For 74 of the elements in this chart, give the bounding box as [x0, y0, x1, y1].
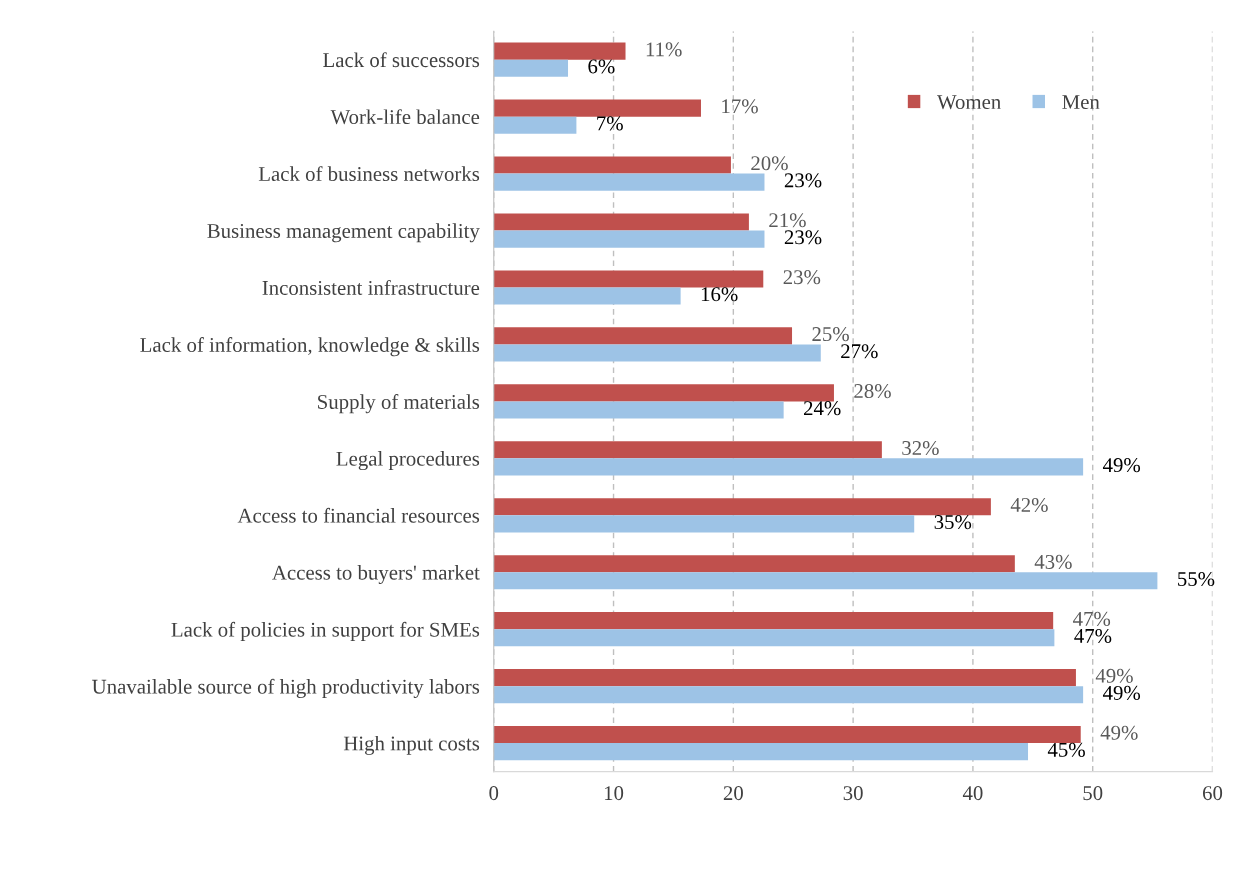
bar	[493, 344, 821, 362]
data-label: 28%	[854, 384, 891, 399]
y-tick-label: Inconsistent infrastructure	[262, 280, 480, 295]
x-tick-label: 0	[489, 786, 499, 801]
bar	[493, 327, 793, 345]
y-tick-label: Lack of policies in support for SMEs	[171, 621, 480, 641]
bar	[493, 173, 765, 191]
bar	[493, 384, 834, 402]
bar	[493, 572, 1158, 590]
data-label: 17%	[722, 99, 758, 114]
bar	[493, 686, 1084, 704]
x-tick-label: 10	[604, 786, 624, 801]
y-tick-label: Lack of business networks	[258, 166, 480, 182]
x-tick-label: 60	[1202, 786, 1223, 801]
data-label: 16%	[701, 287, 738, 302]
legend-label: Women	[937, 95, 1001, 110]
data-label: 7%	[597, 116, 623, 131]
y-tick-label: Unavailable source of high productivity labors	[92, 678, 480, 698]
data-label: 55%	[1178, 571, 1215, 587]
bar	[493, 99, 701, 117]
data-label: 49%	[1102, 458, 1141, 473]
y-tick-label: Lack of information, knowledge & skills	[140, 337, 480, 357]
x-tick-label: 50	[1083, 786, 1103, 801]
data-label: 23%	[784, 173, 822, 188]
data-label: 35%	[934, 515, 972, 530]
y-tick-label: Lack of successors	[323, 52, 480, 68]
y-tick-label: Work-life balance	[330, 109, 480, 125]
bar	[493, 230, 765, 248]
bar	[493, 726, 1081, 744]
bar	[493, 515, 915, 533]
bar	[493, 555, 1015, 573]
bar	[493, 498, 991, 516]
data-label: 11%	[646, 42, 682, 57]
data-label: 47%	[1073, 611, 1111, 626]
data-label: 24%	[804, 401, 841, 416]
x-tick-label: 30	[843, 786, 863, 801]
data-label: 49%	[1102, 685, 1141, 700]
data-label: 23%	[783, 270, 821, 285]
bar	[493, 42, 626, 60]
data-label: 42%	[1010, 497, 1048, 513]
data-label: 20%	[751, 156, 788, 171]
data-label: 25%	[812, 327, 849, 342]
data-label: 27%	[841, 344, 878, 359]
legend-label: Men	[1062, 95, 1100, 110]
y-tick-label: Business management capability	[207, 223, 480, 243]
y-tick-label: Access to financial resources	[237, 507, 480, 523]
data-label: 45%	[1047, 742, 1085, 757]
bar	[493, 156, 731, 174]
bar	[493, 59, 569, 77]
data-label: 49%	[1100, 725, 1138, 740]
data-label: 32%	[902, 440, 939, 456]
y-tick-label: Supply of materials	[318, 394, 480, 414]
data-label: 43%	[1034, 554, 1072, 569]
bar	[493, 401, 784, 419]
bar	[493, 116, 577, 134]
bar	[493, 441, 882, 459]
x-tick-label: 40	[962, 786, 983, 801]
x-tick-label: 20	[723, 786, 743, 801]
data-label: 21%	[769, 213, 806, 228]
y-tick-label: Access to buyers' market	[272, 565, 480, 584]
data-label: 47%	[1074, 628, 1112, 644]
bar	[493, 743, 1029, 761]
bar	[493, 629, 1055, 647]
data-label: 23%	[784, 230, 822, 245]
y-tick-label: High input costs	[343, 735, 480, 755]
bar	[493, 270, 764, 288]
bar	[493, 669, 1076, 687]
data-label: 49%	[1095, 668, 1133, 683]
bar	[493, 287, 681, 305]
y-tick-label: Legal procedures	[336, 451, 480, 471]
bar	[493, 213, 749, 231]
data-label: 6%	[588, 59, 615, 74]
bar	[493, 458, 1084, 476]
bar	[493, 612, 1054, 630]
